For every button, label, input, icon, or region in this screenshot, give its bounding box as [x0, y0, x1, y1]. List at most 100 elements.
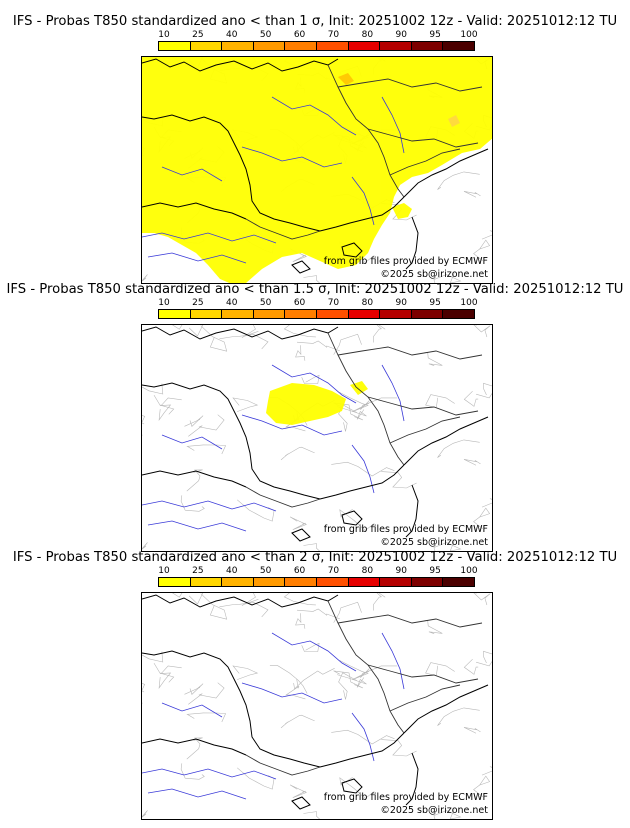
coastline: [291, 260, 311, 274]
colorbar-tick-label: 70: [327, 30, 340, 40]
coastline: [142, 650, 321, 768]
map[interactable]: from grib files provided by ECMWF ©2025 …: [141, 592, 493, 820]
border-line: [389, 148, 461, 176]
admin-boundary-line: [463, 390, 479, 407]
colorbar-tick-label: 80: [361, 298, 374, 308]
admin-boundary-line: [186, 444, 227, 455]
river-line: [142, 500, 277, 512]
country-borders: [245, 600, 483, 776]
colorbar-segment: [348, 42, 381, 50]
river-line: [161, 434, 223, 450]
copyright-credit: ©2025 sb@irizone.net: [380, 537, 488, 548]
admin-boundary-line: [303, 543, 320, 551]
colorbar-tick-label: 25: [192, 298, 204, 308]
country-borders: [245, 64, 483, 240]
admin-boundary-line: [473, 239, 491, 261]
river-line: [241, 146, 343, 168]
probability-patch: [266, 383, 346, 425]
admin-boundary-line: [333, 670, 364, 689]
river-line: [381, 632, 405, 690]
border-line: [367, 664, 479, 684]
colorbar-segment: [222, 578, 254, 586]
river-line: [381, 364, 405, 422]
admin-boundary-line: [142, 542, 148, 550]
admin-boundary-line: [293, 668, 335, 690]
colorbar-segment: [348, 578, 381, 586]
colorbar-segment: [380, 42, 412, 50]
colorbar-tick-label: 90: [395, 298, 407, 308]
border-line: [327, 600, 405, 734]
river-line: [381, 96, 405, 154]
admin-boundary-line: [339, 660, 370, 680]
border-line: [245, 486, 321, 508]
source-credit: from grib files provided by ECMWF: [323, 524, 488, 535]
admin-boundary-line: [180, 495, 205, 512]
colorbar-segment: [348, 310, 381, 318]
admin-boundary-line: [463, 191, 481, 198]
admin-boundary-line: [425, 394, 455, 409]
border-line: [337, 346, 483, 360]
admin-boundary-line: [142, 383, 164, 395]
river-line: [147, 520, 247, 532]
probability-patch-higher: [338, 73, 354, 85]
admin-boundary-line: [295, 345, 306, 361]
coastline: [142, 326, 339, 340]
admin-boundary-line: [433, 540, 462, 551]
colorbar-tick-label: 25: [192, 30, 204, 40]
probability-patch: [350, 381, 368, 395]
colorbar-tick-label: 60: [293, 30, 306, 40]
admin-boundary-line: [424, 620, 443, 634]
colorbar-segment: [411, 310, 444, 318]
admin-boundary-line: [232, 397, 259, 412]
admin-boundary-line: [142, 810, 148, 818]
coastline: [341, 510, 363, 526]
coastline: [319, 464, 405, 500]
copyright-credit: ©2025 sb@irizone.net: [380, 269, 488, 280]
coastline: [142, 470, 247, 488]
panel-title: IFS - Probas T850 standardized ano < tha…: [12, 550, 618, 565]
map[interactable]: from grib files provided by ECMWF ©2025 …: [141, 324, 493, 552]
colorbar-segment: [411, 578, 444, 586]
admin-boundary-line: [360, 665, 398, 678]
coastline: [142, 738, 247, 756]
river-line: [161, 166, 223, 182]
admin-boundary-line: [172, 593, 204, 605]
map-svg: [142, 57, 492, 283]
rivers: [142, 364, 405, 532]
colorbar: [158, 309, 475, 319]
map[interactable]: from grib files provided by ECMWF ©2025 …: [141, 56, 493, 284]
coastlines: [142, 594, 489, 810]
colorbar-tick-label: 100: [460, 298, 478, 308]
admin-boundary-line: [142, 683, 146, 705]
colorbar-segment: [316, 42, 349, 50]
probability-area: [142, 57, 492, 283]
colorbar-segment: [222, 42, 254, 50]
river-line: [241, 414, 343, 436]
panel-title: IFS - Probas T850 standardized ano < tha…: [6, 282, 624, 297]
colorbar-segment: [285, 578, 317, 586]
admin-boundary-line: [463, 658, 479, 675]
admin-boundary-line: [437, 439, 480, 458]
admin-boundary-line: [186, 737, 203, 760]
colorbar-segment: [411, 42, 444, 50]
coastline: [142, 594, 339, 608]
admin-boundary-line: [337, 674, 367, 688]
coastline: [405, 484, 419, 538]
admin-boundary-line: [333, 333, 362, 355]
rivers: [142, 96, 405, 264]
colorbar-tick-label: 60: [293, 566, 306, 576]
forecast-panel-1: IFS - Probas T850 standardized ano < tha…: [0, 14, 630, 284]
admin-boundary-line: [481, 230, 492, 240]
admin-boundary-line: [338, 404, 357, 432]
colorbar-tick-label: 10: [158, 30, 170, 40]
admin-boundary-line: [473, 507, 491, 529]
colorbar-tick-label: 10: [158, 298, 170, 308]
colorbar-segment: [159, 42, 191, 50]
admin-boundary-line: [331, 729, 395, 745]
river-line: [147, 252, 247, 264]
probability-patch: [142, 57, 492, 283]
admin-boundary-line: [172, 325, 204, 337]
colorbar-segment: [316, 578, 349, 586]
admin-boundary-line: [241, 325, 259, 339]
admin-boundary-line: [186, 469, 203, 492]
